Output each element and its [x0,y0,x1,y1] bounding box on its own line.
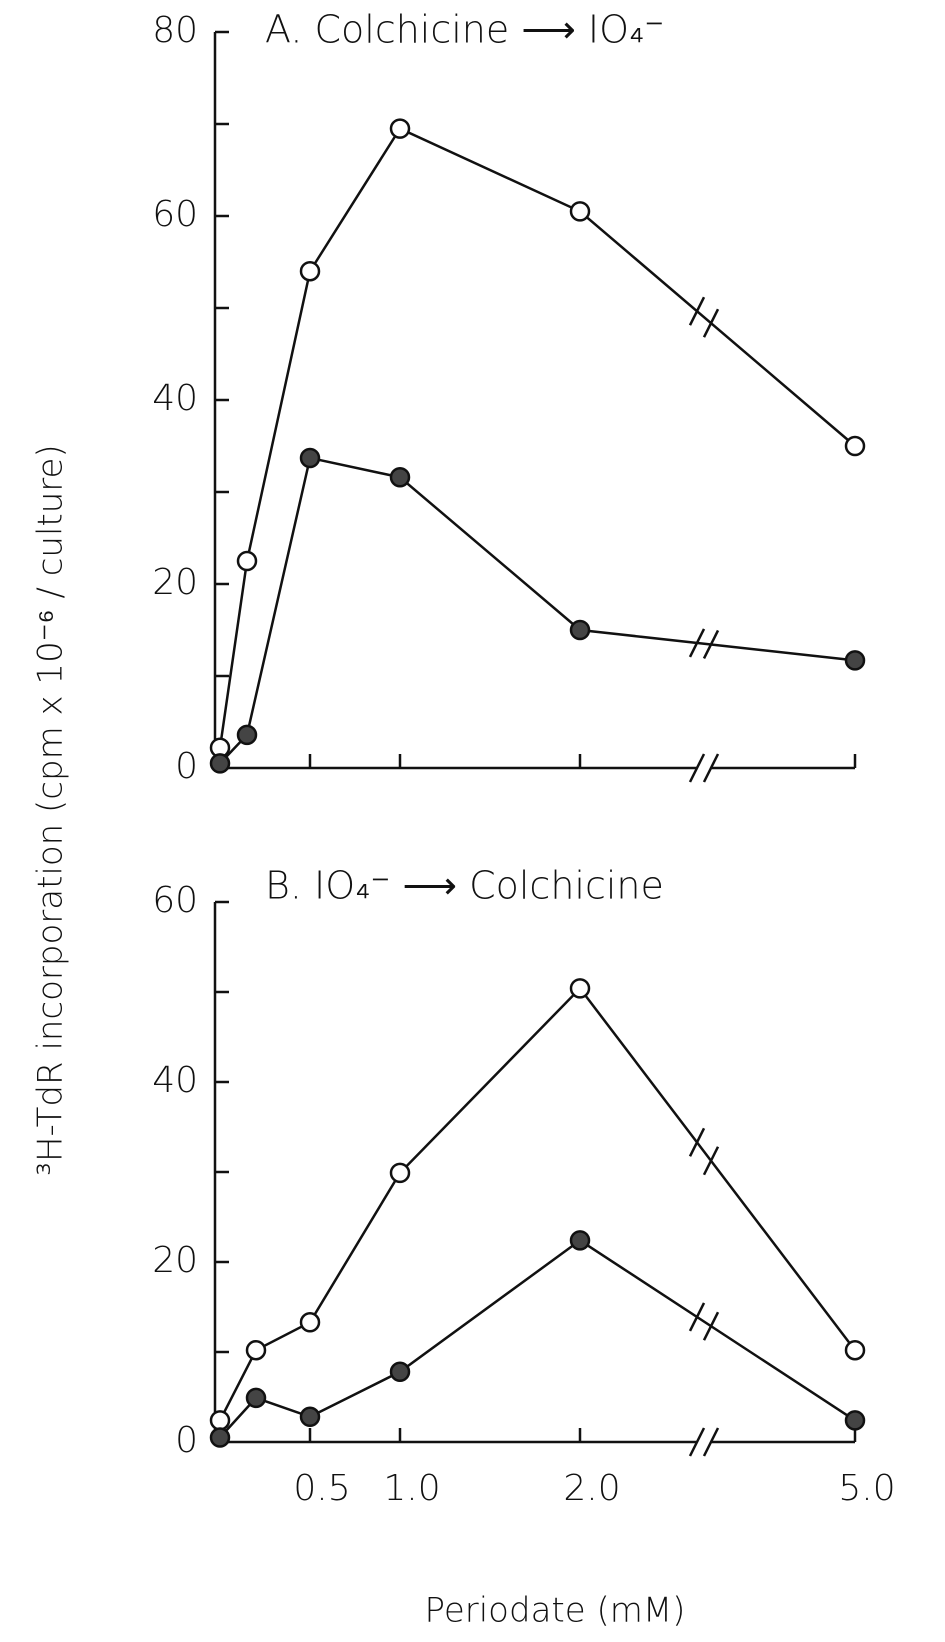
line-break [702,1311,720,1341]
data-point [299,1312,321,1333]
axis-break [688,753,706,783]
x-tick-label: 0.5 [293,1468,350,1509]
data-point [245,1339,267,1361]
line [219,456,856,765]
y-tick-label: 40 [152,378,198,419]
chart-title: A. Colchicine ⟶ IO₄⁻ [265,8,664,52]
line-break [688,1302,706,1332]
y-tick-label: 60 [152,880,198,921]
data-point [209,1410,231,1431]
line-break [688,628,706,658]
y-tick-label: 0 [175,746,198,787]
y-tick-label: 20 [152,562,198,603]
x-tick-label: 1.0 [383,1468,440,1509]
line [218,986,856,1421]
data-point [236,550,258,572]
data-point [389,118,411,139]
data-point [844,1410,866,1431]
axis-break [702,1427,720,1457]
data-point [236,724,258,746]
data-point [389,1361,411,1383]
line-break [702,308,720,338]
data-point [299,447,321,469]
y-tick-label: 40 [152,1060,198,1101]
data-point [844,1339,866,1361]
x-axis-label: Periodate (mM) [425,1591,686,1631]
data-point [299,1406,321,1428]
line-break [702,1146,720,1176]
data-point [569,1230,591,1251]
line-break [702,629,720,660]
x-tick-label: 5.0 [838,1468,895,1509]
axis-break [688,1427,706,1457]
line [219,1238,856,1439]
data-point [569,619,591,641]
data-point [389,467,411,488]
y-tick-label: 60 [152,194,198,235]
data-point [245,1387,267,1409]
y-axis-label: ³H-TdR incorporation (cpm x 10⁻⁶ / cultu… [31,444,71,1175]
data-point [844,650,866,671]
y-tick-label: 0 [175,1420,198,1461]
data-point [209,753,231,774]
x-tick-label: 2.0 [563,1468,620,1509]
data-point [389,1162,411,1184]
y-tick-label: 80 [152,10,198,51]
line-break [688,1127,706,1157]
axis-break [702,753,720,783]
data-point [569,201,591,222]
chart-title: B. IO₄⁻ ⟶ Colchicine [265,864,664,908]
y-tick-label: 20 [152,1240,198,1281]
data-point [844,435,866,457]
line-break [688,296,706,326]
data-point [569,978,591,999]
data-point [209,1427,231,1448]
line [218,127,856,748]
data-point [299,260,321,282]
